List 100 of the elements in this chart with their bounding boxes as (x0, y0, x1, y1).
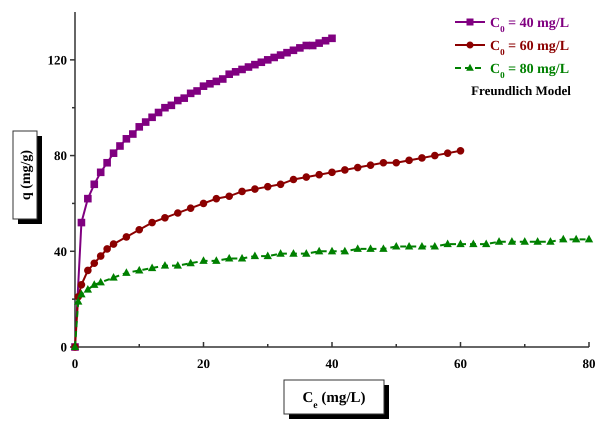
point (116, 142, 124, 150)
legend-label: C$_{0}$ = 40 mg/L (490, 16, 570, 34)
point (84, 194, 92, 202)
y-tick-label: 120 (48, 52, 67, 68)
x-tick-label: 40 (326, 356, 338, 371)
point (193, 87, 201, 95)
point (78, 280, 86, 289)
point (508, 237, 516, 245)
point (122, 268, 131, 276)
x-tick-label: 60 (454, 356, 467, 371)
point (341, 166, 349, 174)
point (186, 258, 195, 266)
point (103, 245, 111, 253)
point (90, 259, 98, 268)
point (302, 173, 310, 181)
point (84, 266, 92, 274)
point (392, 242, 400, 250)
point (212, 256, 221, 264)
point (251, 185, 259, 193)
point (180, 94, 188, 102)
point (482, 240, 490, 248)
point (392, 158, 400, 167)
point (74, 296, 82, 305)
point (129, 130, 137, 138)
point (135, 266, 144, 274)
point (110, 240, 118, 248)
point (148, 113, 156, 122)
legend-label: C$_{0}$ = 60 mg/L (490, 39, 570, 57)
point (225, 254, 234, 262)
point (584, 234, 594, 242)
point (431, 152, 439, 160)
y-axis-title: q (mg/g) (19, 150, 34, 200)
point (328, 168, 336, 176)
point (559, 234, 568, 242)
point (366, 244, 375, 252)
point (418, 242, 426, 250)
point (186, 204, 194, 212)
point (302, 249, 310, 257)
point (340, 246, 350, 254)
point (238, 188, 246, 196)
point (354, 244, 362, 252)
point (250, 252, 260, 260)
point (314, 246, 324, 254)
point (404, 242, 414, 250)
point (238, 254, 246, 262)
point (290, 176, 298, 184)
y-tick-label: 0 (60, 340, 67, 354)
y-tick-label: 40 (54, 244, 67, 259)
point (430, 242, 439, 250)
point (533, 237, 542, 245)
point (109, 273, 118, 281)
point (264, 182, 272, 190)
legend-label: C$_{0}$ = 80 mg/L (490, 62, 570, 80)
point (142, 118, 150, 126)
point (174, 261, 182, 269)
point (328, 246, 336, 254)
point (366, 161, 374, 169)
point (96, 252, 104, 260)
point (328, 34, 336, 42)
point (168, 102, 176, 110)
point (148, 218, 156, 226)
point (380, 158, 388, 167)
point (418, 154, 426, 162)
point (456, 146, 464, 155)
point (225, 192, 233, 200)
point (154, 108, 162, 116)
point (135, 226, 144, 234)
point (456, 240, 465, 248)
point (122, 135, 130, 143)
point (276, 249, 285, 257)
x-axis-title: C$_{e}$ (mg/L) (302, 390, 366, 410)
point (78, 218, 86, 226)
x-tick-label: 20 (197, 356, 210, 371)
point (379, 244, 388, 252)
point (90, 280, 98, 288)
point (122, 233, 130, 241)
point (494, 237, 504, 245)
y-tick-label: 80 (54, 148, 67, 164)
point (200, 200, 208, 208)
point (161, 214, 169, 222)
point (96, 278, 105, 286)
point (199, 256, 208, 264)
point (96, 168, 104, 176)
point (77, 290, 86, 298)
point (315, 170, 323, 179)
point (103, 158, 111, 167)
point (174, 96, 182, 104)
point (174, 209, 182, 217)
point (572, 234, 580, 242)
point (135, 123, 144, 131)
point (289, 249, 298, 257)
point (264, 252, 272, 260)
point (218, 75, 227, 83)
point (354, 164, 362, 172)
point (443, 240, 452, 248)
point (546, 237, 555, 245)
point (469, 240, 478, 248)
point (110, 149, 118, 157)
legend-title: Freundlich Model (471, 83, 572, 98)
point (148, 263, 156, 272)
